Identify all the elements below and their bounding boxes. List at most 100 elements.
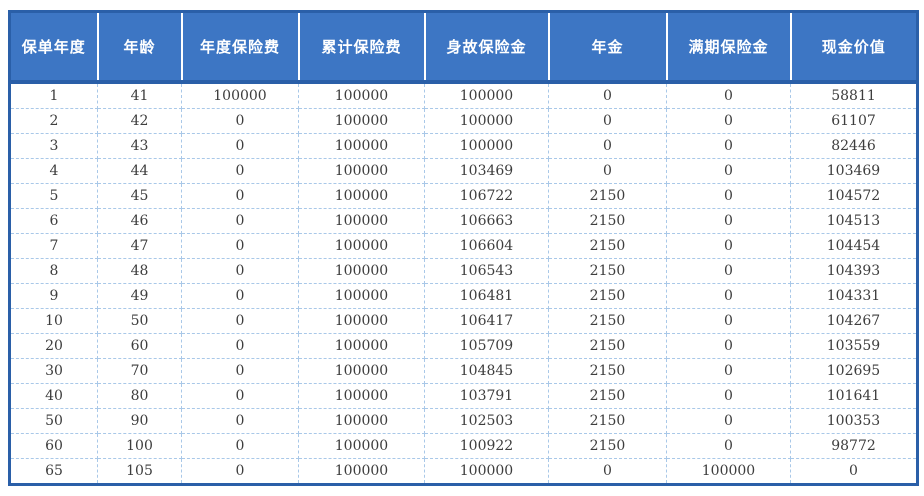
cell-annuity: 2150 bbox=[548, 308, 667, 334]
cell-cash-value: 82446 bbox=[790, 133, 918, 159]
cell-annual-premium: 0 bbox=[181, 383, 299, 409]
table-body: 1 41 100000 100000 100000 0 0 58811 2 42 0 100000 10… bbox=[9, 82, 918, 485]
table-row: 9 49 0 100000 106481 2150 0 104331 bbox=[9, 283, 918, 309]
cell-cash-value: 103559 bbox=[790, 333, 918, 359]
cell-annual-premium: 0 bbox=[181, 283, 299, 309]
cell-annuity: 0 bbox=[548, 82, 667, 109]
cell-policy-year: 10 bbox=[9, 308, 98, 334]
cell-age: 42 bbox=[97, 108, 182, 134]
cell-annual-premium: 100000 bbox=[181, 82, 299, 109]
table-row: 65 105 0 100000 100000 0 100000 0 bbox=[9, 458, 918, 485]
cell-maturity-benefit: 0 bbox=[666, 258, 791, 284]
table-row: 5 45 0 100000 106722 2150 0 104572 bbox=[9, 183, 918, 209]
table-row: 7 47 0 100000 106604 2150 0 104454 bbox=[9, 233, 918, 259]
cell-death-benefit: 106604 bbox=[424, 233, 549, 259]
cell-policy-year: 5 bbox=[9, 183, 98, 209]
cell-cash-value: 102695 bbox=[790, 358, 918, 384]
cell-cumulative-premium: 100000 bbox=[298, 183, 425, 209]
cell-age: 90 bbox=[97, 408, 182, 434]
cell-cumulative-premium: 100000 bbox=[298, 308, 425, 334]
cell-annuity: 2150 bbox=[548, 408, 667, 434]
cell-annuity: 2150 bbox=[548, 283, 667, 309]
cell-policy-year: 20 bbox=[9, 333, 98, 359]
cell-policy-year: 7 bbox=[9, 233, 98, 259]
cell-annuity: 2150 bbox=[548, 258, 667, 284]
cell-maturity-benefit: 0 bbox=[666, 358, 791, 384]
cell-death-benefit: 103469 bbox=[424, 158, 549, 184]
cell-annuity: 2150 bbox=[548, 183, 667, 209]
table-row: 4 44 0 100000 103469 0 0 103469 bbox=[9, 158, 918, 184]
cell-age: 105 bbox=[97, 458, 182, 485]
cell-cumulative-premium: 100000 bbox=[298, 233, 425, 259]
cell-annuity: 0 bbox=[548, 158, 667, 184]
cell-annual-premium: 0 bbox=[181, 358, 299, 384]
cell-annual-premium: 0 bbox=[181, 433, 299, 459]
cell-age: 46 bbox=[97, 208, 182, 234]
cell-cumulative-premium: 100000 bbox=[298, 358, 425, 384]
cell-age: 70 bbox=[97, 358, 182, 384]
cell-policy-year: 4 bbox=[9, 158, 98, 184]
column-header-cash-value: 现金价值 bbox=[790, 11, 918, 84]
cell-cumulative-premium: 100000 bbox=[298, 408, 425, 434]
cell-annual-premium: 0 bbox=[181, 133, 299, 159]
cell-annuity: 2150 bbox=[548, 433, 667, 459]
cell-annual-premium: 0 bbox=[181, 183, 299, 209]
table-row: 1 41 100000 100000 100000 0 0 58811 bbox=[9, 82, 918, 109]
cell-cumulative-premium: 100000 bbox=[298, 458, 425, 485]
cell-annual-premium: 0 bbox=[181, 408, 299, 434]
cell-death-benefit: 100000 bbox=[424, 458, 549, 485]
cell-cumulative-premium: 100000 bbox=[298, 283, 425, 309]
table-row: 20 60 0 100000 105709 2150 0 103559 bbox=[9, 333, 918, 359]
cell-maturity-benefit: 0 bbox=[666, 133, 791, 159]
cell-death-benefit: 100000 bbox=[424, 108, 549, 134]
cell-policy-year: 2 bbox=[9, 108, 98, 134]
cell-cash-value: 104513 bbox=[790, 208, 918, 234]
cell-maturity-benefit: 0 bbox=[666, 233, 791, 259]
cell-maturity-benefit: 0 bbox=[666, 82, 791, 109]
column-header-age: 年龄 bbox=[97, 11, 183, 84]
cell-age: 60 bbox=[97, 333, 182, 359]
cell-annuity: 0 bbox=[548, 108, 667, 134]
cell-age: 43 bbox=[97, 133, 182, 159]
cell-cash-value: 0 bbox=[790, 458, 918, 485]
cell-annual-premium: 0 bbox=[181, 208, 299, 234]
table-row: 50 90 0 100000 102503 2150 0 100353 bbox=[9, 408, 918, 434]
cell-cumulative-premium: 100000 bbox=[298, 158, 425, 184]
table-row: 6 46 0 100000 106663 2150 0 104513 bbox=[9, 208, 918, 234]
cell-death-benefit: 106417 bbox=[424, 308, 549, 334]
cell-cumulative-premium: 100000 bbox=[298, 133, 425, 159]
table-head: 保单年度 年龄 年度保险费 累计保险费 身故保险金 年金 满期保险金 现金价值 bbox=[9, 11, 918, 84]
cell-cash-value: 104393 bbox=[790, 258, 918, 284]
cell-age: 41 bbox=[97, 82, 182, 109]
cell-death-benefit: 102503 bbox=[424, 408, 549, 434]
cell-cash-value: 101641 bbox=[790, 383, 918, 409]
cell-age: 48 bbox=[97, 258, 182, 284]
cell-annual-premium: 0 bbox=[181, 158, 299, 184]
cell-annual-premium: 0 bbox=[181, 233, 299, 259]
cell-cash-value: 58811 bbox=[790, 82, 918, 109]
cell-policy-year: 3 bbox=[9, 133, 98, 159]
cell-death-benefit: 100922 bbox=[424, 433, 549, 459]
cell-cumulative-premium: 100000 bbox=[298, 333, 425, 359]
table-row: 30 70 0 100000 104845 2150 0 102695 bbox=[9, 358, 918, 384]
cell-cash-value: 100353 bbox=[790, 408, 918, 434]
cell-death-benefit: 106481 bbox=[424, 283, 549, 309]
cell-cumulative-premium: 100000 bbox=[298, 208, 425, 234]
table-row: 60 100 0 100000 100922 2150 0 98772 bbox=[9, 433, 918, 459]
cell-annual-premium: 0 bbox=[181, 258, 299, 284]
cell-age: 47 bbox=[97, 233, 182, 259]
cell-policy-year: 1 bbox=[9, 82, 98, 109]
cell-cumulative-premium: 100000 bbox=[298, 258, 425, 284]
cell-annuity: 2150 bbox=[548, 208, 667, 234]
cell-maturity-benefit: 0 bbox=[666, 108, 791, 134]
cell-maturity-benefit: 0 bbox=[666, 183, 791, 209]
cell-maturity-benefit: 0 bbox=[666, 283, 791, 309]
cell-cash-value: 98772 bbox=[790, 433, 918, 459]
cell-annuity: 0 bbox=[548, 133, 667, 159]
cell-policy-year: 50 bbox=[9, 408, 98, 434]
cell-death-benefit: 100000 bbox=[424, 133, 549, 159]
column-header-cumulative-premium: 累计保险费 bbox=[298, 11, 426, 84]
cell-annuity: 2150 bbox=[548, 333, 667, 359]
column-header-annual-premium: 年度保险费 bbox=[181, 11, 300, 84]
cell-age: 80 bbox=[97, 383, 182, 409]
